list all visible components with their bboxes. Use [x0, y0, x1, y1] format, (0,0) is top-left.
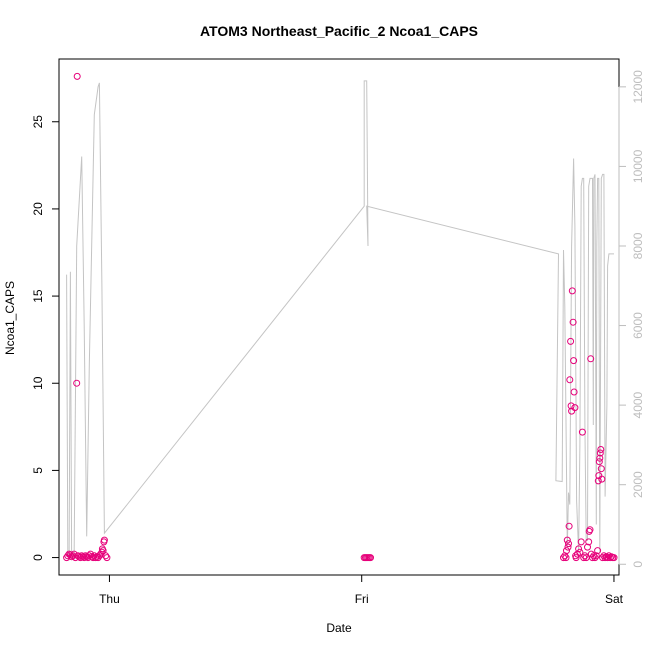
x-tick-label: Sat — [605, 592, 624, 606]
left-tick-label: 20 — [31, 202, 45, 216]
data-point — [584, 543, 591, 551]
left-tick-label: 15 — [31, 289, 45, 303]
left-tick-label: 0 — [31, 554, 45, 561]
data-point — [581, 552, 589, 560]
data-point — [580, 554, 588, 562]
data-point — [594, 477, 602, 485]
data-point — [562, 554, 570, 562]
right-tick-label: 0 — [631, 561, 645, 568]
data-point — [567, 337, 575, 345]
data-point — [587, 355, 595, 363]
data-point — [567, 402, 575, 410]
data-point — [592, 552, 600, 560]
data-point — [563, 536, 571, 544]
data-point — [597, 465, 605, 473]
data-point — [73, 379, 81, 387]
data-point — [597, 446, 605, 453]
data-point — [572, 554, 580, 562]
data-point — [585, 538, 593, 546]
chart-title: ATOM3 Northeast_Pacific_2 Ncoa1_CAPS — [200, 23, 478, 39]
data-point — [589, 554, 596, 562]
data-point — [564, 543, 572, 551]
y-axis-label: Ncoa1_CAPS — [3, 281, 17, 355]
data-point — [598, 475, 606, 483]
data-point — [586, 526, 594, 534]
left-tick-label: 25 — [31, 115, 45, 129]
data-point — [599, 554, 607, 562]
data-point — [610, 554, 618, 562]
data-point — [565, 522, 573, 530]
data-point — [596, 454, 604, 462]
right-tick-label: 6000 — [631, 312, 645, 339]
data-point — [563, 547, 570, 555]
data-point — [576, 548, 584, 556]
plot-frame — [58, 58, 620, 576]
data-point — [565, 540, 572, 548]
data-point — [578, 428, 586, 436]
plot-border — [58, 58, 620, 576]
data-point — [560, 554, 567, 562]
line-series-path — [66, 80, 614, 561]
data-point — [570, 357, 578, 365]
points-series-layer — [63, 72, 618, 562]
data-point — [569, 318, 577, 326]
right-tick-label: 8000 — [631, 232, 645, 259]
data-point — [98, 548, 106, 556]
data-point — [570, 388, 578, 396]
data-point — [571, 404, 579, 412]
x-tick-label: Fri — [355, 592, 369, 606]
data-point — [102, 552, 110, 560]
data-point — [606, 554, 614, 562]
data-point — [594, 547, 602, 555]
x-axis: Thu Fri Sat — [99, 574, 624, 606]
data-point — [568, 287, 576, 295]
left-tick-label: 5 — [31, 467, 45, 474]
right-y-axis: 0 2000 4000 6000 8000 10000 12000 — [618, 70, 645, 568]
line-series-layer — [66, 80, 614, 561]
data-point — [577, 538, 585, 546]
left-y-axis: 0 5 10 15 20 25 — [31, 115, 60, 561]
data-point — [92, 554, 100, 562]
data-point — [590, 552, 598, 560]
data-point — [575, 545, 583, 553]
data-point — [596, 449, 604, 457]
data-point — [367, 554, 374, 562]
right-tick-label: 4000 — [631, 391, 645, 418]
right-tick-label: 12000 — [631, 70, 645, 104]
left-tick-label: 10 — [31, 376, 45, 390]
data-point — [566, 376, 574, 384]
data-point — [103, 554, 111, 562]
x-tick-label: Thu — [99, 592, 120, 606]
data-point — [595, 458, 603, 466]
right-tick-label: 2000 — [631, 471, 645, 498]
data-point — [591, 554, 599, 562]
right-tick-label: 10000 — [631, 149, 645, 183]
x-axis-label: Date — [326, 621, 352, 635]
data-point — [100, 536, 108, 544]
data-point — [89, 554, 97, 562]
data-point — [73, 72, 81, 80]
